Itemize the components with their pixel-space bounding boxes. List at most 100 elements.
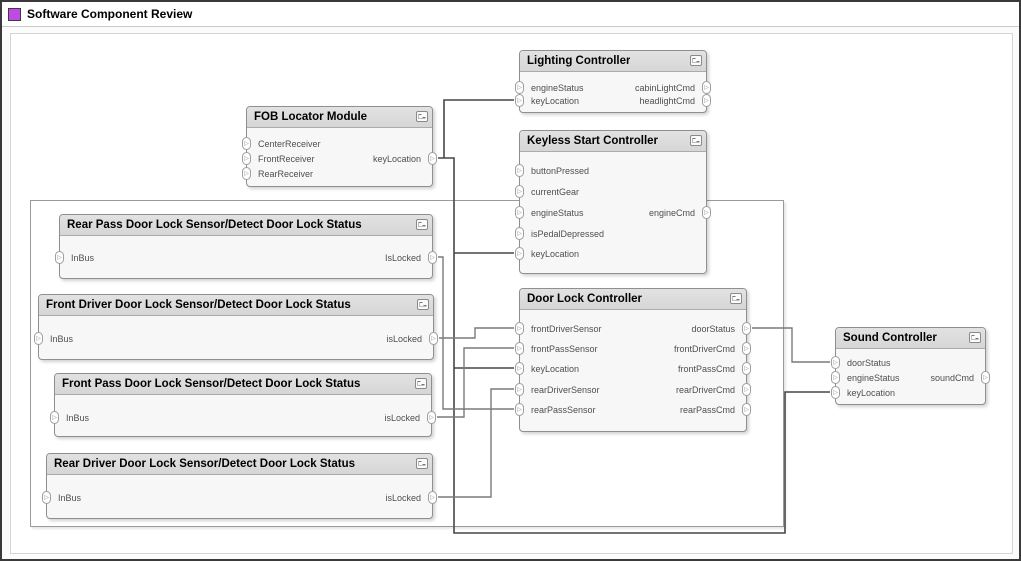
output-port[interactable]: ▷	[742, 342, 751, 355]
connector-wire-front-driver-islocked-to-frontdriversensor[interactable]	[439, 327, 514, 339]
port-label: buttonPressed	[531, 166, 590, 176]
component-block-sound-controller[interactable]: Sound Controller ▷ doorStatus ▷ engineStatus…	[831, 327, 990, 405]
component-badge-icon[interactable]	[415, 378, 427, 389]
connector-wire-keylocation-to-lighting[interactable]	[443, 99, 514, 158]
port-label: cabinLightCmd	[634, 83, 695, 93]
port-label: engineCmd	[648, 208, 695, 218]
component-block-lighting-controller[interactable]: Lighting Controller ▷ engineStatus ▷ keyLoca…	[515, 50, 711, 113]
input-port[interactable]: ▷	[50, 411, 59, 424]
port-label: RearReceiver	[258, 169, 314, 179]
component-title: Lighting Controller	[527, 55, 631, 67]
output-port[interactable]: ▷	[702, 81, 711, 94]
input-port[interactable]: ▷	[515, 322, 524, 335]
output-port[interactable]: ▷	[981, 371, 990, 384]
input-port[interactable]: ▷	[515, 247, 524, 260]
input-port[interactable]: ▷	[242, 167, 251, 180]
port-label: frontPassSensor	[531, 344, 598, 354]
input-port[interactable]: ▷	[515, 362, 524, 375]
component-header: Sound Controller	[836, 328, 985, 349]
component-title: Front Driver Door Lock Sensor/Detect Doo…	[46, 299, 351, 311]
port-label: IsLocked	[384, 253, 421, 263]
input-port[interactable]: ▷	[242, 152, 251, 165]
output-port[interactable]: ▷	[428, 251, 437, 264]
component-badge-icon[interactable]	[969, 332, 981, 343]
component-block-front-pass-door-lock-sensor[interactable]: Front Pass Door Lock Sensor/Detect Door …	[50, 373, 436, 437]
connector-wire-rear-driver-islocked-to-reardriversensor[interactable]	[438, 388, 514, 498]
port-label: rearDriverCmd	[675, 385, 735, 395]
group-container[interactable]	[30, 200, 784, 527]
component-block-rear-driver-door-lock-sensor[interactable]: Rear Driver Door Lock Sensor/Detect Door…	[42, 453, 437, 519]
input-port[interactable]: ▷	[515, 81, 524, 94]
port-label: keyLocation	[372, 154, 421, 164]
port-label: currentGear	[531, 187, 580, 197]
port-label: InBus	[58, 493, 82, 503]
component-title: Keyless Start Controller	[527, 135, 659, 147]
port-label: doorStatus	[847, 358, 891, 368]
component-badge-icon[interactable]	[690, 55, 702, 66]
port-label: engineStatus	[847, 373, 900, 383]
port-label: isLocked	[384, 413, 420, 423]
input-port[interactable]: ▷	[831, 356, 840, 369]
component-title: FOB Locator Module	[254, 111, 368, 123]
input-port[interactable]: ▷	[55, 251, 64, 264]
input-port[interactable]: ▷	[515, 227, 524, 240]
component-block-fob-locator-module[interactable]: FOB Locator Module ▷ CenterReceiver ▷ FrontR…	[242, 106, 437, 187]
component-icon	[8, 7, 21, 21]
input-port[interactable]: ▷	[515, 403, 524, 416]
output-port[interactable]: ▷	[428, 152, 437, 165]
port-label: CenterReceiver	[258, 139, 321, 149]
output-port[interactable]: ▷	[428, 491, 437, 504]
input-port[interactable]: ▷	[242, 137, 251, 150]
input-port[interactable]: ▷	[831, 371, 840, 384]
title-bar: Software Component Review	[2, 2, 1019, 27]
port-label: keyLocation	[847, 388, 896, 398]
component-header: Front Driver Door Lock Sensor/Detect Doo…	[39, 295, 433, 316]
page-title: Software Component Review	[27, 7, 193, 21]
component-header: Door Lock Controller	[520, 289, 746, 310]
connector-wire-rear-pass-islocked-to-rearpasssensor[interactable]	[438, 256, 514, 410]
port-label: keyLocation	[531, 364, 580, 374]
input-port[interactable]: ▷	[831, 386, 840, 399]
input-port[interactable]: ▷	[515, 185, 524, 198]
component-badge-icon[interactable]	[416, 111, 428, 122]
component-header: FOB Locator Module	[247, 107, 432, 128]
input-port[interactable]: ▷	[515, 164, 524, 177]
output-port[interactable]: ▷	[702, 206, 711, 219]
output-port[interactable]: ▷	[742, 362, 751, 375]
input-port[interactable]: ▷	[515, 206, 524, 219]
component-badge-icon[interactable]	[416, 219, 428, 230]
connector-wire-doorstatus-to-sound[interactable]	[752, 327, 830, 363]
port-label: InBus	[66, 413, 90, 423]
input-port[interactable]: ▷	[42, 491, 51, 504]
component-block-door-lock-controller[interactable]: Door Lock Controller ▷ frontDriverSensor ▷ f…	[515, 288, 751, 432]
component-header: Lighting Controller	[520, 51, 706, 72]
port-label: rearDriverSensor	[531, 385, 600, 395]
component-title: Sound Controller	[843, 332, 937, 344]
connector-wire-fob-keylocation-trunk[interactable]	[438, 157, 830, 534]
component-badge-icon[interactable]	[416, 458, 428, 469]
output-port[interactable]: ▷	[742, 403, 751, 416]
component-block-rear-pass-door-lock-sensor[interactable]: Rear Pass Door Lock Sensor/Detect Door L…	[55, 214, 437, 279]
component-block-front-driver-door-lock-sensor[interactable]: Front Driver Door Lock Sensor/Detect Doo…	[34, 294, 438, 360]
component-badge-icon[interactable]	[417, 299, 429, 310]
output-port[interactable]: ▷	[429, 332, 438, 345]
port-label: frontDriverCmd	[673, 344, 735, 354]
component-badge-icon[interactable]	[690, 135, 702, 146]
output-port[interactable]: ▷	[427, 411, 436, 424]
port-label: keyLocation	[531, 249, 580, 259]
port-label: isPedalDepressed	[531, 229, 605, 239]
component-block-keyless-start-controller[interactable]: Keyless Start Controller ▷ buttonPressed ▷ c…	[515, 130, 711, 274]
input-port[interactable]: ▷	[515, 342, 524, 355]
input-port[interactable]: ▷	[34, 332, 43, 345]
input-port[interactable]: ▷	[515, 94, 524, 107]
component-badge-icon[interactable]	[730, 293, 742, 304]
port-label: isLocked	[385, 493, 421, 503]
output-port[interactable]: ▷	[702, 94, 711, 107]
output-port[interactable]: ▷	[742, 383, 751, 396]
connector-wire-front-pass-islocked-to-frontpasssensor[interactable]	[437, 347, 514, 418]
port-label: rearPassCmd	[679, 405, 735, 415]
output-port[interactable]: ▷	[742, 322, 751, 335]
input-port[interactable]: ▷	[515, 383, 524, 396]
